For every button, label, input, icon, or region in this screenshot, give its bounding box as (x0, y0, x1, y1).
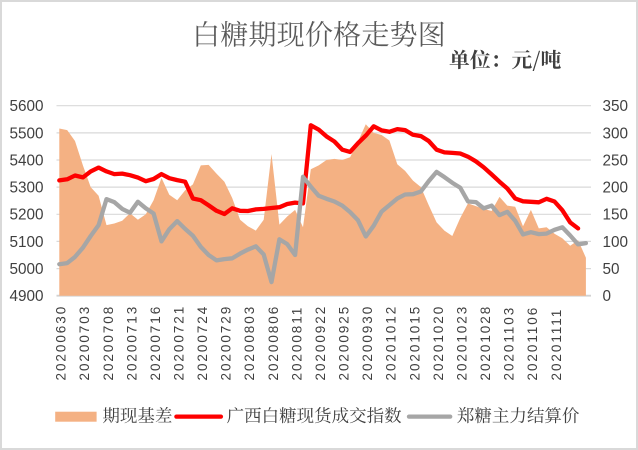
svg-text:20200811: 20200811 (289, 306, 304, 381)
svg-text:5500: 5500 (9, 125, 43, 142)
svg-text:20200930: 20200930 (360, 305, 375, 381)
svg-text:20201103: 20201103 (502, 306, 517, 381)
svg-text:350: 350 (603, 98, 629, 115)
svg-text:5600: 5600 (9, 98, 43, 115)
svg-text:20201106: 20201106 (525, 306, 540, 381)
svg-text:5200: 5200 (9, 207, 43, 224)
svg-text:5400: 5400 (9, 152, 43, 169)
svg-text:5100: 5100 (9, 234, 43, 251)
svg-text:5000: 5000 (9, 261, 43, 278)
svg-text:250: 250 (603, 152, 629, 169)
svg-text:20200630: 20200630 (54, 305, 69, 381)
svg-text:20200922: 20200922 (313, 305, 328, 381)
svg-text:20200703: 20200703 (77, 305, 92, 381)
svg-text:20201023: 20201023 (455, 305, 470, 381)
svg-text:300: 300 (603, 125, 629, 142)
svg-text:150: 150 (603, 207, 629, 224)
svg-text:20200721: 20200721 (172, 305, 187, 381)
svg-text:100: 100 (603, 234, 629, 251)
svg-text:20200925: 20200925 (337, 305, 352, 381)
svg-text:50: 50 (603, 261, 620, 278)
svg-text:20201111: 20201111 (549, 308, 564, 381)
svg-text:4900: 4900 (9, 288, 43, 305)
svg-text:20200729: 20200729 (219, 305, 234, 381)
svg-text:20201012: 20201012 (384, 305, 399, 381)
svg-text:20200716: 20200716 (148, 305, 163, 381)
svg-text:20200806: 20200806 (266, 305, 281, 381)
svg-text:0: 0 (603, 288, 612, 305)
svg-text:20200724: 20200724 (195, 305, 210, 381)
svg-text:20201028: 20201028 (478, 305, 493, 381)
svg-text:20200803: 20200803 (242, 305, 257, 381)
svg-text:20201015: 20201015 (407, 305, 422, 381)
svg-text:20200713: 20200713 (124, 305, 139, 381)
svg-text:20201020: 20201020 (431, 305, 446, 381)
svg-text:200: 200 (603, 180, 629, 197)
svg-text:5300: 5300 (9, 180, 43, 197)
svg-text:20200708: 20200708 (101, 305, 116, 381)
